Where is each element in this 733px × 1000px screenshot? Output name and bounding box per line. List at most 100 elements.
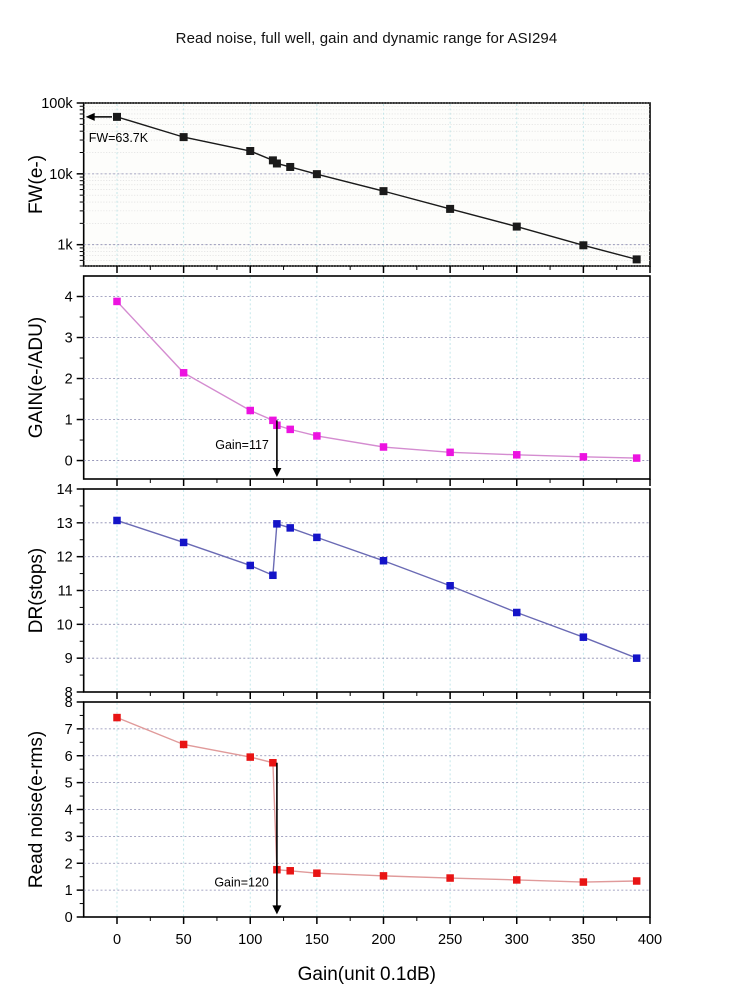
- data-point: [179, 538, 188, 547]
- data-point: [179, 369, 188, 377]
- data-point: [579, 878, 588, 886]
- panel-full-well: 1k 10k 100k FW(e-) FW=63.7K: [26, 96, 651, 273]
- data-point: [632, 454, 641, 462]
- data-point: [579, 241, 588, 250]
- data-line: [116, 519, 637, 659]
- data-point: [313, 869, 321, 877]
- y-tick-label: 8: [65, 695, 73, 711]
- data-point: [113, 297, 121, 306]
- annotation-arrow-head: [85, 112, 95, 121]
- data-point: [313, 432, 321, 440]
- y-tick-label: 12: [57, 550, 73, 566]
- y-axis-label: GAIN(e-/ADU): [26, 317, 47, 438]
- data-point: [286, 867, 294, 875]
- annotation-label: Gain=117: [215, 438, 269, 452]
- data-line: [116, 716, 637, 883]
- y-tick-label: 8: [65, 685, 73, 701]
- y-tick-label: 7: [65, 722, 73, 738]
- x-axis: 0 50 100 150 200 250 300 350 400 Gain(unit 0.1dB): [113, 932, 662, 985]
- x-tick-label: 250: [438, 932, 462, 948]
- y-axis-label: FW(e-): [26, 155, 47, 214]
- data-point: [513, 608, 521, 617]
- y-tick-label: 14: [57, 482, 73, 498]
- y-tick-label: 9: [65, 651, 73, 667]
- y-tick-label: 100k: [41, 96, 73, 112]
- y-tick-label: 10k: [49, 167, 73, 183]
- annotation-arrow-head: [272, 905, 282, 915]
- y-tick-label: 3: [65, 331, 73, 347]
- data-point: [179, 740, 188, 749]
- annotation-label: Gain=120: [214, 875, 269, 889]
- data-point: [513, 876, 521, 884]
- data-point: [312, 170, 321, 179]
- data-point: [286, 524, 294, 532]
- data-point: [273, 520, 281, 528]
- annotation-read-noise: Gain=120: [214, 762, 282, 915]
- x-tick-label: 300: [505, 932, 529, 948]
- y-tick-label: 4: [65, 290, 73, 306]
- chart-title: Read noise, full well, gain and dynamic …: [175, 30, 558, 47]
- data-point: [246, 406, 254, 415]
- y-tick-label: 0: [65, 454, 73, 470]
- data-point: [269, 758, 277, 767]
- data-point: [379, 872, 388, 880]
- data-point: [446, 448, 454, 457]
- data-point: [113, 516, 121, 525]
- y-axis-label: DR(stops): [26, 548, 47, 634]
- y-tick-label: 0: [65, 910, 73, 926]
- data-point: [579, 633, 588, 641]
- y-tick-label: 13: [57, 516, 73, 532]
- y-tick-label: 10: [57, 617, 73, 633]
- data-line: [116, 300, 637, 459]
- data-point: [313, 533, 321, 542]
- panel-dynamic-range: 8 9 10 11 12 13 14 DR(stops): [26, 482, 651, 701]
- panel-gain: 0 1 2 3 4 GAIN(e-/ADU) Gain=117: [26, 275, 651, 486]
- y-tick-label: 2: [65, 856, 73, 872]
- data-point: [179, 133, 188, 142]
- annotation-gain: Gain=117: [215, 420, 282, 477]
- data-point: [446, 874, 454, 882]
- data-point: [286, 162, 295, 171]
- data-point: [113, 713, 121, 722]
- data-point: [446, 204, 455, 213]
- x-tick-label: 350: [571, 932, 595, 948]
- data-point: [269, 571, 277, 580]
- y-axis-label: Read noise(e-rms): [26, 731, 47, 888]
- y-tick-label: 6: [65, 749, 73, 765]
- data-point: [246, 147, 255, 156]
- data-point: [272, 159, 281, 168]
- y-tick-label: 2: [65, 372, 73, 388]
- x-tick-label: 200: [371, 932, 395, 948]
- x-tick-label: 150: [305, 932, 329, 948]
- x-tick-label: 50: [176, 932, 192, 948]
- data-point: [113, 112, 121, 121]
- x-tick-label: 100: [238, 932, 262, 948]
- data-point: [632, 255, 641, 264]
- data-point: [246, 753, 254, 761]
- data-point: [379, 187, 388, 196]
- plot-frame: [82, 102, 651, 267]
- data-point: [379, 443, 388, 451]
- data-point: [632, 654, 641, 662]
- data-point: [269, 416, 277, 425]
- data-point: [379, 556, 388, 565]
- y-tick-label: 3: [65, 829, 73, 845]
- data-point: [286, 425, 294, 434]
- data-line: [116, 116, 637, 261]
- data-point: [512, 222, 521, 231]
- y-tick-label: 1: [65, 413, 73, 429]
- y-tick-label: 11: [58, 584, 73, 600]
- data-point: [246, 561, 254, 570]
- annotation-label: FW=63.7K: [89, 131, 149, 145]
- x-axis-label: Gain(unit 0.1dB): [298, 964, 436, 985]
- y-tick-label: 4: [65, 803, 73, 819]
- x-tick-label: 400: [638, 932, 662, 948]
- data-point: [513, 451, 521, 459]
- panel-read-noise: 0 1 2 3 4 5 6 7 8 Read noise(e-rms) Gain=120: [26, 695, 651, 926]
- y-tick-label: 5: [65, 776, 73, 792]
- data-point: [579, 453, 588, 461]
- y-tick-label: 1k: [57, 238, 73, 254]
- y-tick-label: 1: [65, 883, 73, 899]
